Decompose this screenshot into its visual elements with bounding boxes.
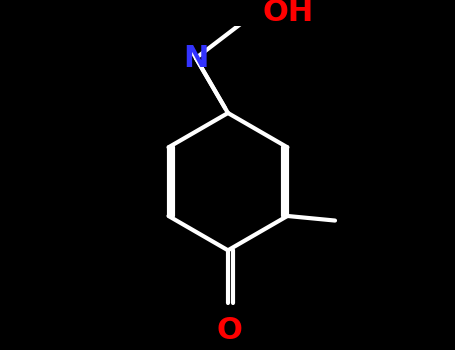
Text: N: N — [183, 44, 208, 72]
Text: OH: OH — [263, 0, 314, 27]
Text: O: O — [217, 316, 243, 345]
